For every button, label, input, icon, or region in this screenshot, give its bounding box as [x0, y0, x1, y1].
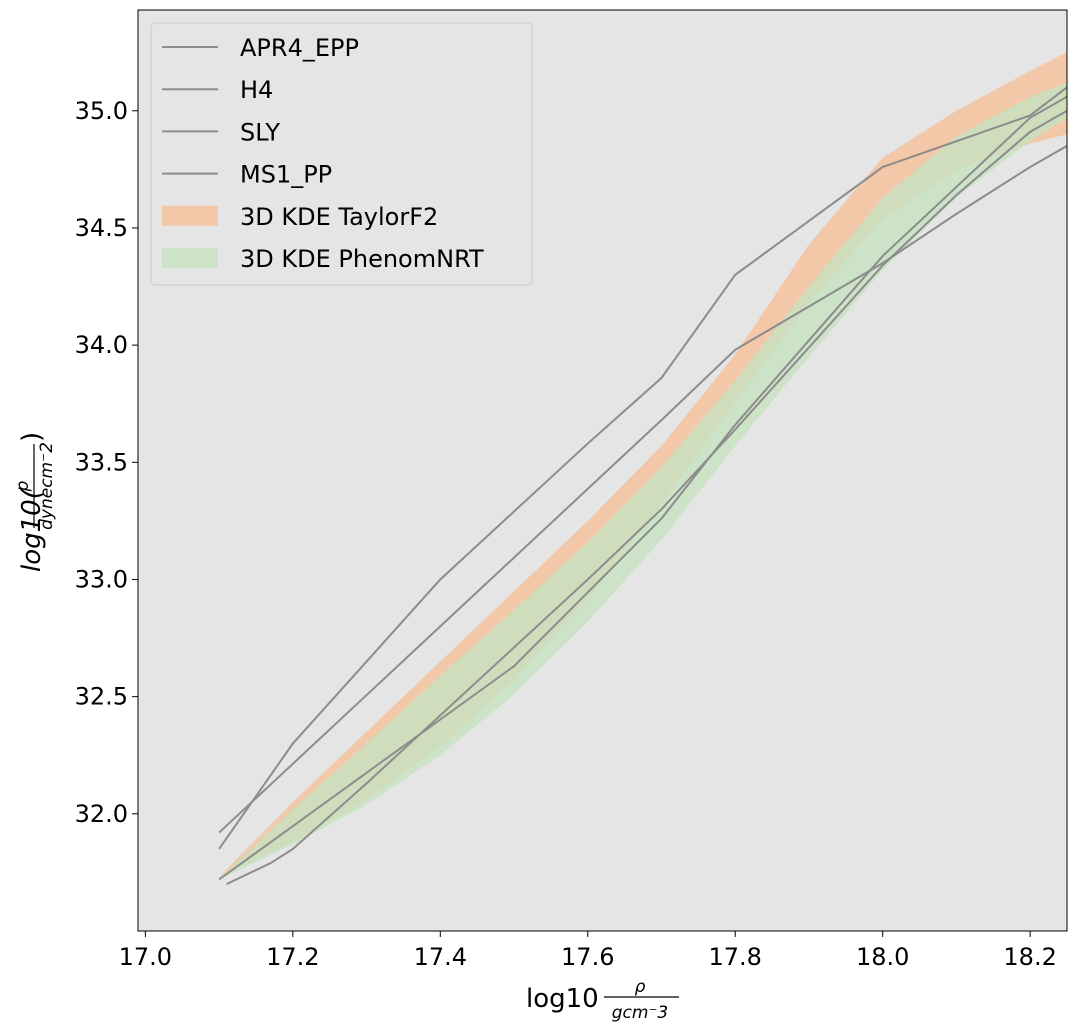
legend-frame	[150, 22, 533, 286]
legend-label-3d-kde-phenomnrt: 3D KDE PhenomNRT	[240, 245, 484, 273]
y-tick-label: 33.0	[75, 565, 128, 593]
x-axis-ticks: 17.0 17.2 17.4 17.6 17.8 18.0 18.2	[119, 931, 1057, 971]
legend-label-sly: SLY	[240, 118, 280, 146]
band-3d-kde-taylorf2	[219, 52, 1067, 878]
y-tick-label: 35.0	[75, 97, 128, 125]
x-tick-label: 17.0	[119, 943, 172, 971]
series-line-apr4-epp	[218, 95, 1067, 881]
legend-label-3d-kde-taylorf2: 3D KDE TaylorF2	[240, 203, 438, 231]
y-tick-label: 34.0	[75, 331, 128, 359]
legend-label-ms1-pp: MS1_PP	[240, 161, 332, 189]
x-axis-label: log10 ρ gcm⁻3	[526, 977, 679, 1023]
y-axis-label: log10( p dynecm⁻2 )	[13, 432, 57, 572]
x-axis-label-num: ρ	[635, 977, 646, 997]
x-tick-label: 18.2	[1003, 943, 1056, 971]
y-tick-label: 32.5	[75, 683, 128, 711]
lines	[218, 86, 1067, 886]
series-line-sly	[226, 109, 1067, 886]
x-tick-label: 17.6	[561, 943, 614, 971]
x-tick-label: 17.8	[708, 943, 761, 971]
y-axis-label-den: dynecm⁻2	[37, 442, 57, 530]
legend-label-apr4-epp: APR4_EPP	[240, 34, 359, 62]
x-axis-label-den: gcm⁻3	[612, 1003, 669, 1023]
y-axis-ticks: 32.0 32.5 33.0 33.5 34.0 34.5 35.0	[75, 97, 138, 828]
y-axis-label-suffix: )	[17, 432, 47, 442]
y-axis-label-prefix: log10(	[17, 487, 47, 572]
legend: APR4_EPP H4 SLY MS1_PP 3D KDE TaylorF2 3D KDE…	[150, 22, 533, 286]
legend-swatch-3d-kde-taylorf2	[162, 205, 218, 226]
bands	[219, 52, 1067, 880]
series-line-h4	[218, 86, 1067, 850]
x-tick-label: 17.4	[414, 943, 467, 971]
series-line-ms1-pp	[218, 145, 1067, 834]
x-axis-label-main: log10	[526, 984, 599, 1014]
band-3d-kde-phenomnrt	[219, 82, 1067, 880]
x-tick-label: 18.0	[856, 943, 909, 971]
legend-swatch-3d-kde-phenomnrt	[162, 248, 218, 268]
y-tick-label: 33.5	[75, 448, 128, 476]
plot-frame	[137, 9, 1068, 932]
legend-label-h4: H4	[240, 76, 273, 104]
y-tick-label: 32.0	[75, 800, 128, 828]
y-axis-label-num: p	[13, 480, 33, 492]
y-tick-label: 34.5	[75, 214, 128, 242]
x-tick-label: 17.2	[266, 943, 319, 971]
